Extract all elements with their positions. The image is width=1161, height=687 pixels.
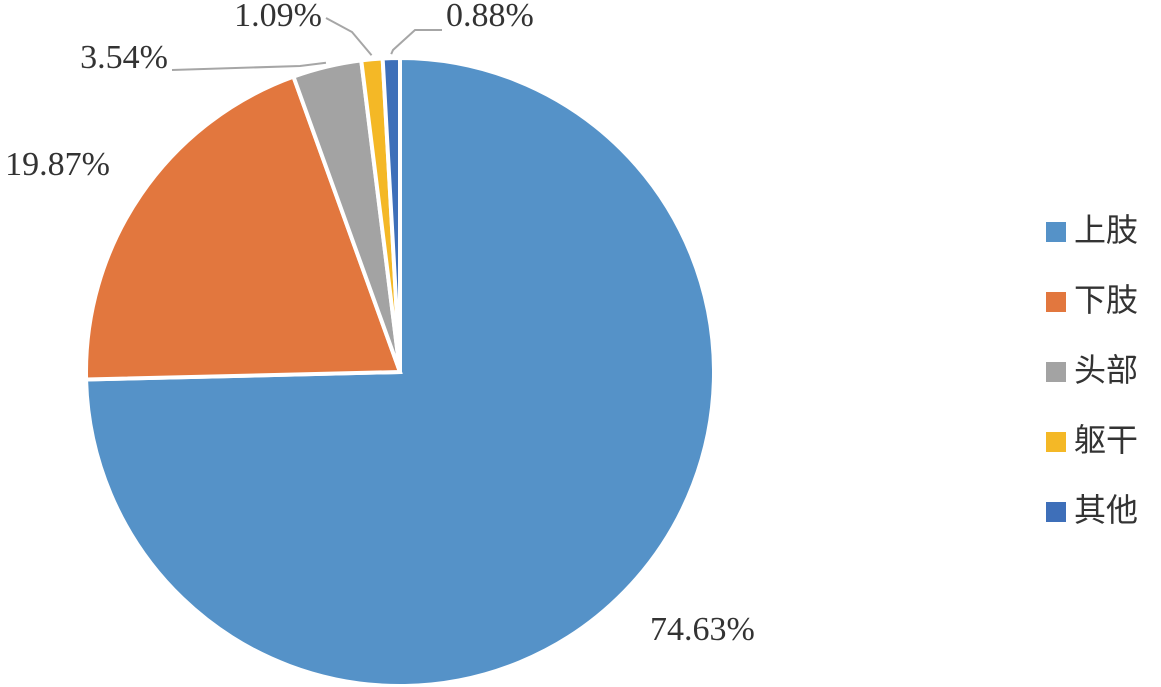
pie-slice — [380, 55, 402, 373]
leader-line — [171, 61, 327, 71]
legend-swatch — [1046, 432, 1066, 452]
legend-label: 上肢 — [1074, 211, 1138, 249]
data-label: 19.87% — [5, 146, 110, 183]
leader-line — [325, 17, 373, 56]
legend-label: 其他 — [1074, 491, 1138, 529]
legend-swatch — [1046, 222, 1066, 242]
data-label: 0.88% — [446, 0, 534, 34]
legend-label: 头部 — [1074, 351, 1138, 389]
data-label: 3.54% — [80, 39, 168, 76]
legend-label: 下肢 — [1074, 281, 1138, 319]
leader-line — [390, 29, 442, 55]
data-label: 1.09% — [234, 0, 322, 34]
data-label: 74.63% — [650, 611, 755, 648]
legend-label: 躯干 — [1074, 421, 1138, 459]
pie-slice — [84, 74, 403, 382]
legend-swatch — [1046, 292, 1066, 312]
legend-swatch — [1046, 362, 1066, 382]
legend-swatch — [1046, 502, 1066, 522]
